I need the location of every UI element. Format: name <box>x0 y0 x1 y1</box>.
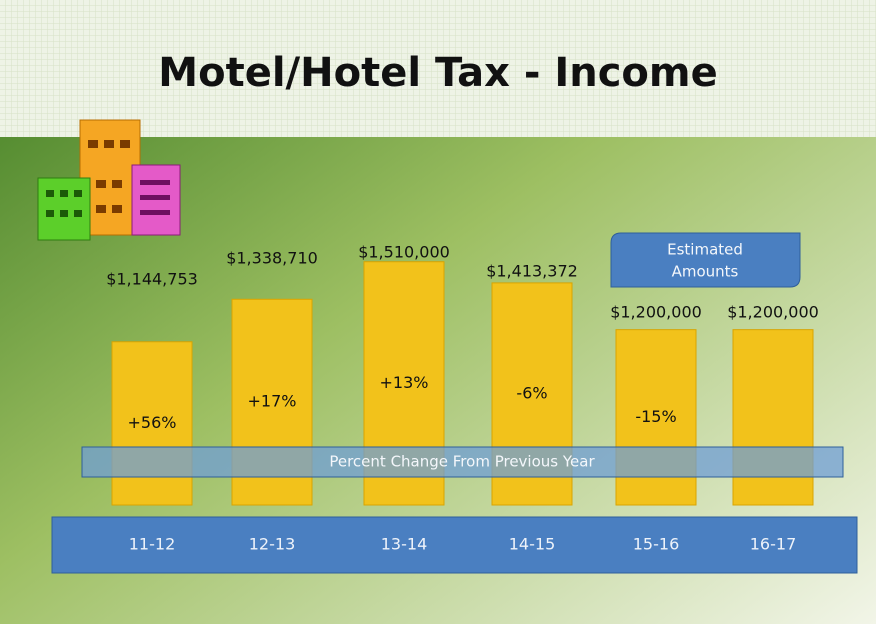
bar <box>111 341 193 506</box>
hotel-icon <box>37 119 181 241</box>
x-tick-label: 15-16 <box>633 535 680 554</box>
value-label: $1,510,000 <box>358 243 450 262</box>
bar <box>732 329 814 506</box>
change-label: +56% <box>128 413 177 432</box>
change-label: +13% <box>380 373 429 392</box>
x-tick-label: 11-12 <box>129 535 176 554</box>
percent-band <box>81 446 844 478</box>
value-label: $1,200,000 <box>610 303 702 322</box>
value-label: $1,144,753 <box>106 270 198 289</box>
value-label: $1,338,710 <box>226 249 318 268</box>
estimated-box <box>610 232 801 288</box>
category-band <box>51 516 858 574</box>
change-label: +17% <box>248 392 297 411</box>
header-band <box>0 0 876 137</box>
chart-title: Motel/Hotel Tax - Income <box>158 50 717 96</box>
value-label: $1,200,000 <box>727 303 819 322</box>
estimated-label: Estimated <box>667 241 743 259</box>
x-tick-label: 12-13 <box>249 535 296 554</box>
change-label: -6% <box>516 383 547 402</box>
change-label: -15% <box>635 407 676 426</box>
value-label: $1,413,372 <box>486 262 578 281</box>
x-tick-label: 16-17 <box>750 535 797 554</box>
x-tick-label: 13-14 <box>381 535 428 554</box>
x-tick-label: 14-15 <box>509 535 556 554</box>
percent-band-label: Percent Change From Previous Year <box>329 453 595 471</box>
estimated-label: Amounts <box>672 263 739 281</box>
